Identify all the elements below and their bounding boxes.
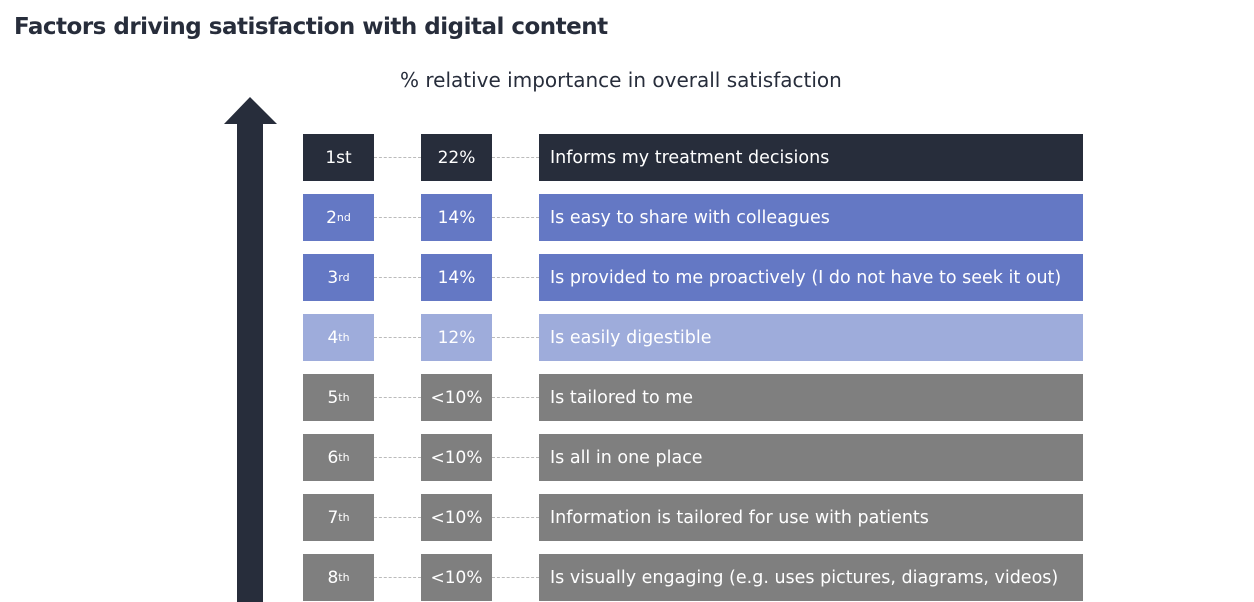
factor-label: Is provided to me proactively (I do not … — [550, 267, 1062, 288]
rank-box: 1st — [303, 134, 374, 181]
rank-suffix: th — [338, 571, 350, 584]
percent-box: 22% — [421, 134, 492, 181]
percent-box: 12% — [421, 314, 492, 361]
percent-value: <10% — [430, 447, 483, 468]
factor-label: Information is tailored for use with pat… — [550, 507, 929, 528]
factor-label: Is tailored to me — [550, 387, 694, 408]
factor-label: Is easy to share with colleagues — [550, 207, 830, 228]
factor-box: Is provided to me proactively (I do not … — [539, 254, 1083, 301]
percent-value: 12% — [437, 327, 476, 348]
rank-number: 8 — [327, 567, 339, 588]
percent-box: 14% — [421, 254, 492, 301]
factor-label: Informs my treatment decisions — [550, 147, 830, 168]
rank-number: 3 — [327, 267, 339, 288]
rank-suffix: nd — [336, 211, 351, 224]
rank-number: 4 — [327, 327, 339, 348]
percent-value: <10% — [430, 387, 483, 408]
factor-box: Is visually engaging (e.g. uses pictures… — [539, 554, 1083, 601]
rank-text: 1st — [325, 147, 352, 168]
percent-value: 22% — [437, 147, 476, 168]
rank-suffix: th — [338, 451, 350, 464]
connector-line — [374, 157, 421, 158]
percent-box: <10% — [421, 554, 492, 601]
rank-suffix: th — [338, 391, 350, 404]
chart-title: Factors driving satisfaction with digita… — [14, 14, 608, 40]
rank-number: 6 — [327, 447, 339, 468]
connector-line — [492, 517, 539, 518]
factor-box: Informs my treatment decisions — [539, 134, 1083, 181]
connector-line — [374, 277, 421, 278]
connector-line — [374, 337, 421, 338]
connector-line — [374, 397, 421, 398]
factor-box: Is all in one place — [539, 434, 1083, 481]
factor-label: Is visually engaging (e.g. uses pictures… — [550, 567, 1059, 588]
chart-subtitle: % relative importance in overall satisfa… — [400, 68, 842, 92]
rank-suffix: th — [338, 511, 350, 524]
connector-line — [492, 277, 539, 278]
connector-line — [374, 457, 421, 458]
factor-box: Is easily digestible — [539, 314, 1083, 361]
factor-box: Is tailored to me — [539, 374, 1083, 421]
percent-box: <10% — [421, 374, 492, 421]
connector-line — [492, 157, 539, 158]
percent-box: <10% — [421, 494, 492, 541]
percent-value: <10% — [430, 507, 483, 528]
rank-number: 7 — [327, 507, 339, 528]
connector-line — [374, 517, 421, 518]
percent-box: <10% — [421, 434, 492, 481]
factor-box: Information is tailored for use with pat… — [539, 494, 1083, 541]
rank-number: 5 — [327, 387, 339, 408]
connector-line — [492, 397, 539, 398]
factor-label: Is all in one place — [550, 447, 703, 468]
connector-line — [374, 577, 421, 578]
rank-suffix: th — [338, 331, 350, 344]
percent-value: <10% — [430, 567, 483, 588]
percent-value: 14% — [437, 267, 476, 288]
connector-line — [492, 577, 539, 578]
percent-value: 14% — [437, 207, 476, 228]
importance-arrow-icon — [224, 97, 277, 602]
percent-box: 14% — [421, 194, 492, 241]
factor-label: Is easily digestible — [550, 327, 712, 348]
connector-line — [492, 457, 539, 458]
connector-line — [374, 217, 421, 218]
connector-line — [492, 337, 539, 338]
factor-box: Is easy to share with colleagues — [539, 194, 1083, 241]
rank-number: 2 — [326, 207, 337, 228]
connector-line — [492, 217, 539, 218]
ranking-row: 1st 22% Informs my treatment decisions — [303, 134, 1083, 181]
rank-suffix: rd — [338, 271, 350, 284]
